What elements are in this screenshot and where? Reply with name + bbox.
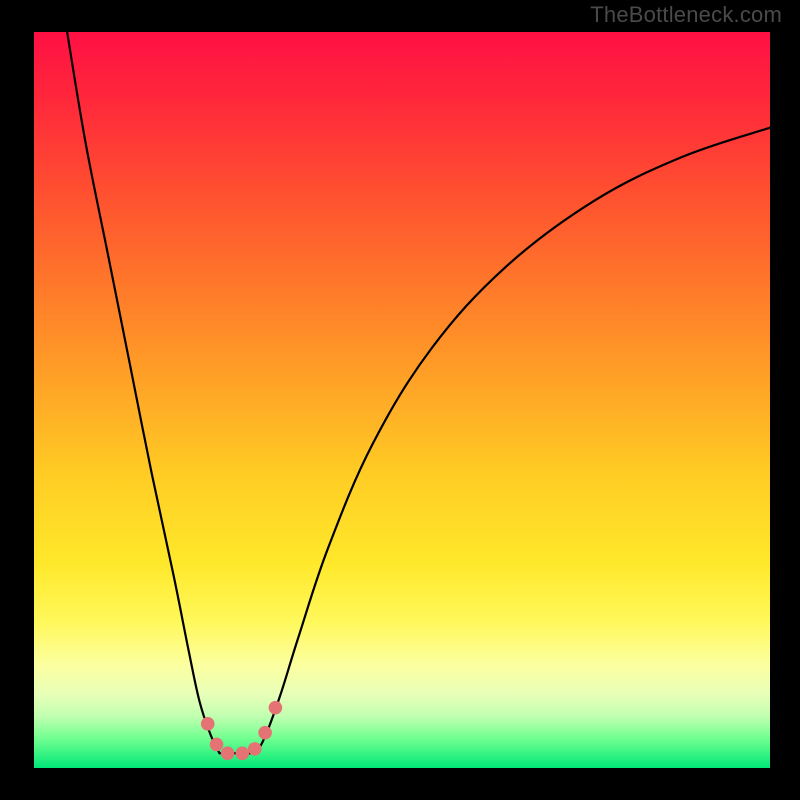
marker-point <box>201 717 215 731</box>
marker-point <box>258 726 272 740</box>
chart-frame: TheBottleneck.com <box>0 0 800 800</box>
plot-svg <box>34 32 770 768</box>
gradient-background <box>34 32 770 768</box>
marker-point <box>248 742 262 756</box>
marker-point <box>235 746 249 760</box>
watermark-text: TheBottleneck.com <box>590 2 782 28</box>
marker-point <box>221 746 235 760</box>
marker-point <box>210 738 224 752</box>
marker-point <box>269 701 283 715</box>
plot-area <box>34 32 770 768</box>
